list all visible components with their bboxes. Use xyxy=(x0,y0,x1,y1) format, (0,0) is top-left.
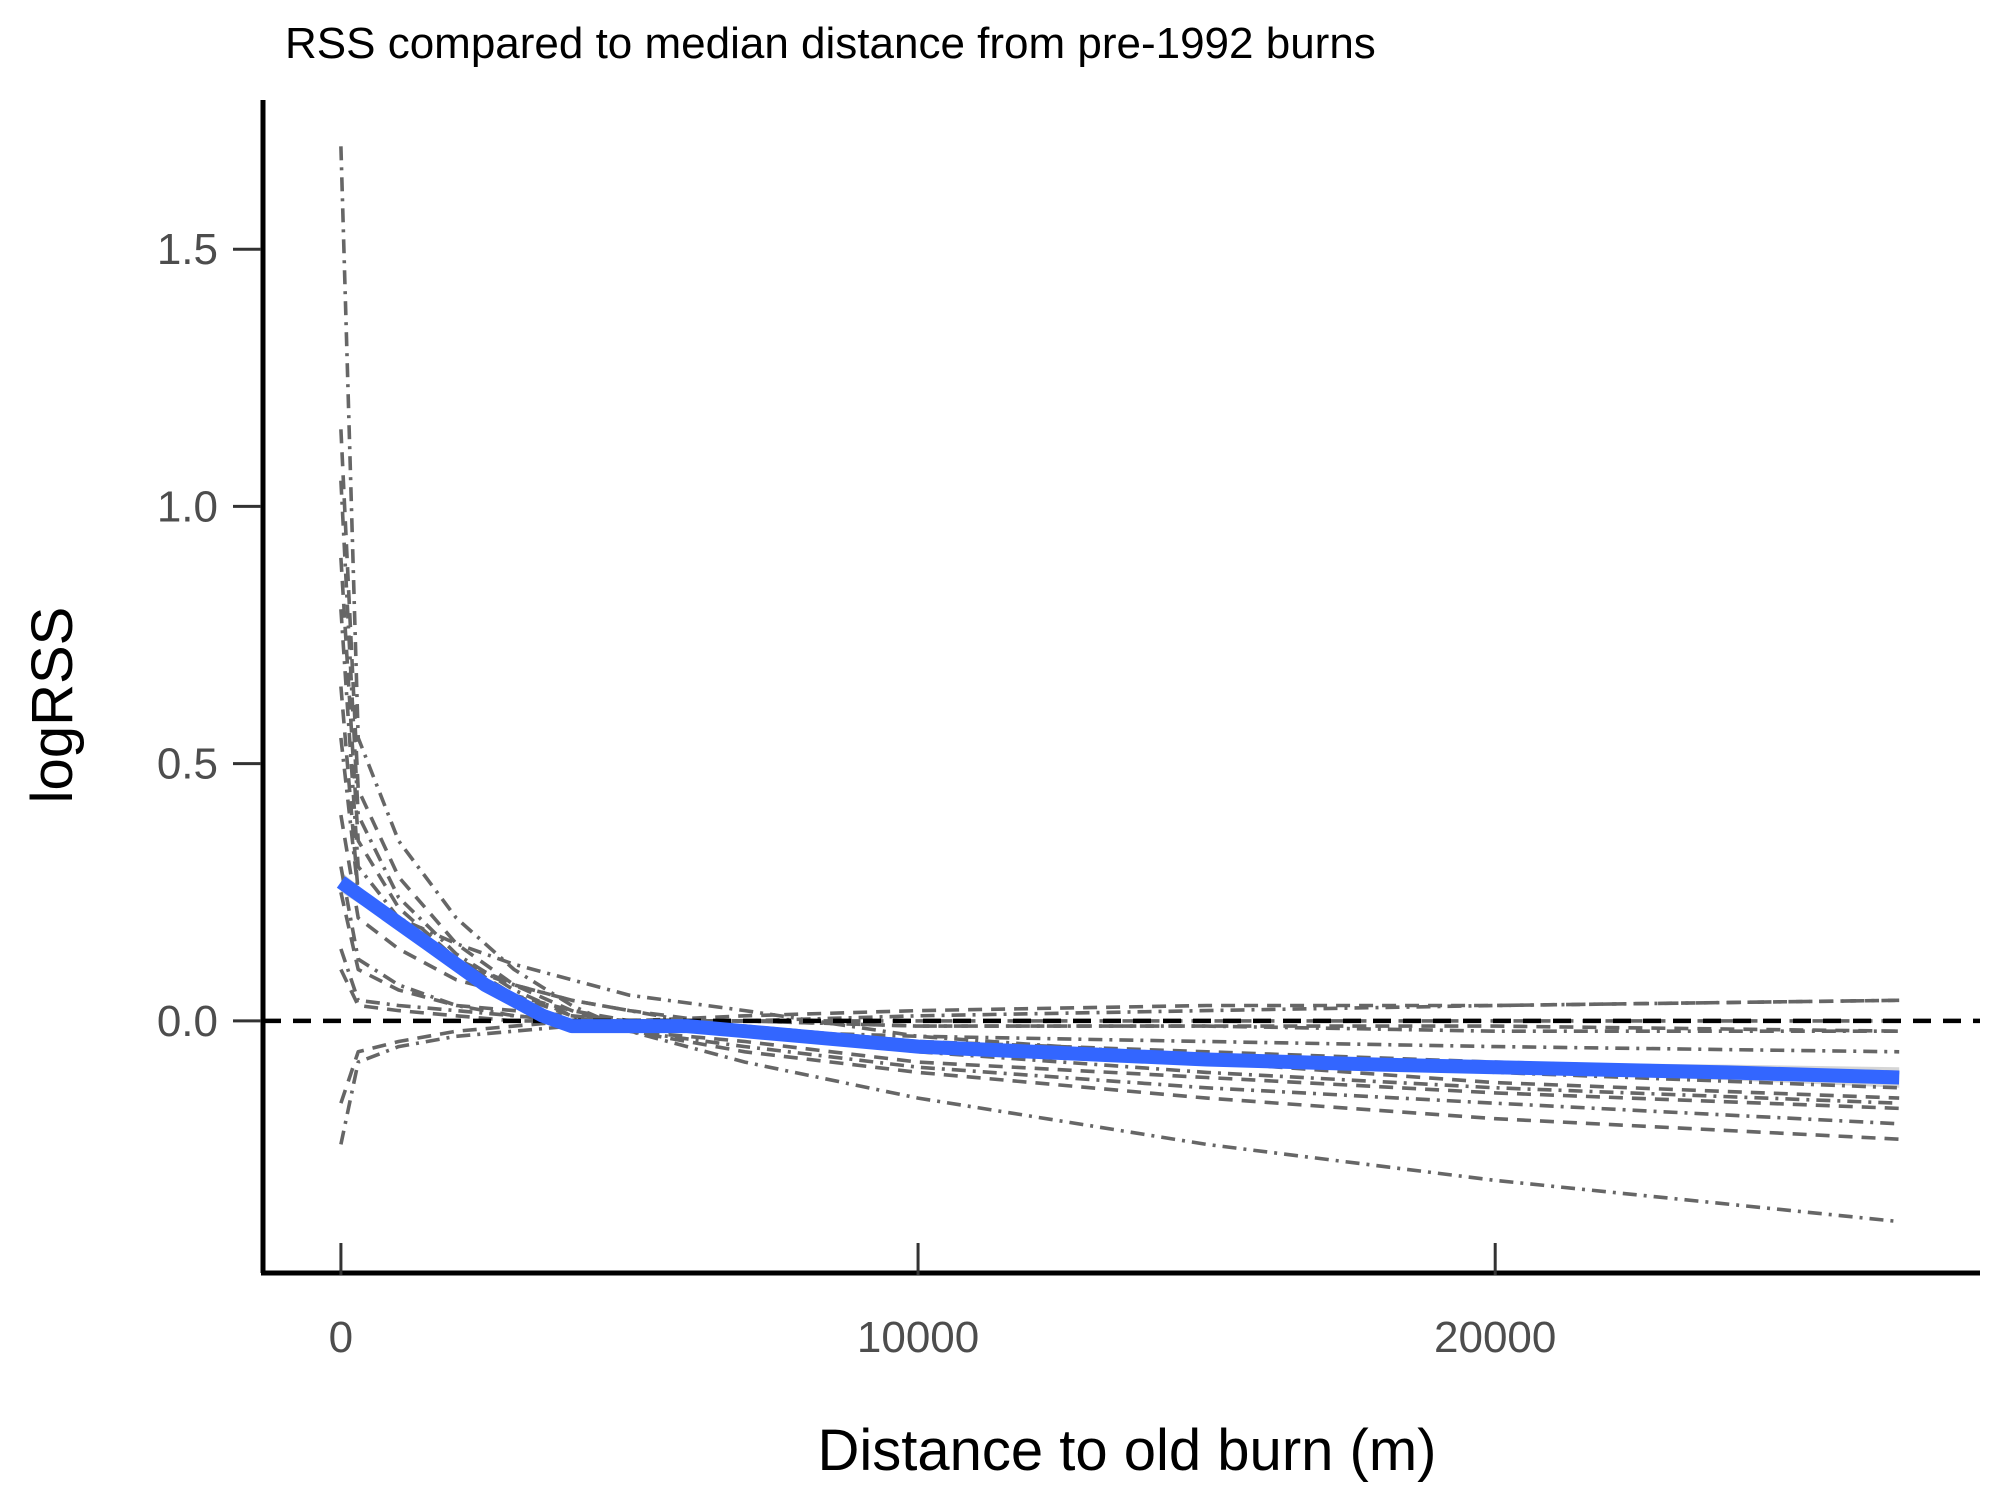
x-axis-title: Distance to old burn (m) xyxy=(818,1418,1437,1483)
x-tick-label: 20000 xyxy=(1434,1313,1556,1362)
series-line-3 xyxy=(339,480,1900,1126)
x-tick-layer: 0 10000 20000 xyxy=(329,1243,1556,1362)
y-tick-label: 1.5 xyxy=(157,225,218,274)
y-tick-label: 0.5 xyxy=(157,740,218,789)
series-line-7 xyxy=(339,737,1900,1090)
y-tick-label: 1.0 xyxy=(157,482,218,531)
series-line-10 xyxy=(339,891,1900,1033)
x-tick-label: 10000 xyxy=(857,1313,979,1362)
series-line-2 xyxy=(339,429,1900,1141)
mean-curve-layer xyxy=(336,876,1900,1085)
series-line-8 xyxy=(339,814,1900,1075)
series-line-1 xyxy=(339,146,1900,1224)
series-line-5 xyxy=(339,609,1900,1105)
series-layer xyxy=(339,146,1900,1224)
chart-title: RSS compared to median distance from pre… xyxy=(285,19,1376,68)
x-tick-label: 0 xyxy=(329,1313,353,1362)
mean-curve-line xyxy=(336,876,1900,1085)
axes-layer xyxy=(260,100,1980,1276)
series-line-6 xyxy=(339,686,1900,1100)
y-tick-label: 0.0 xyxy=(157,997,218,1046)
series-line-11 xyxy=(339,948,1900,1033)
y-tick-layer: 0.0 0.5 1.0 1.5 xyxy=(157,225,261,1046)
y-axis-title: logRSS xyxy=(20,607,85,804)
